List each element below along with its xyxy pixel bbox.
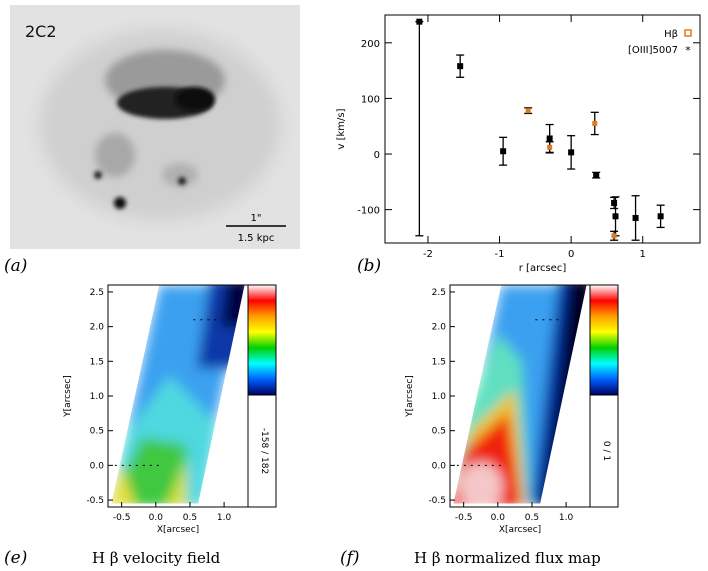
y-axis-label: v [km/s]: [336, 108, 347, 149]
x-tick-label: 0.5: [183, 513, 197, 523]
y-tick-label: 100: [361, 94, 380, 105]
legend-marker-hb: [684, 29, 692, 37]
y-tick-label: 2.5: [90, 288, 104, 298]
colorbar: [247, 284, 277, 396]
y-tick-label: -0.5: [86, 496, 104, 506]
scale-bar-angular: 1": [251, 213, 262, 224]
velocity-region-yellow: [111, 465, 136, 504]
x-tick-label: 0: [568, 249, 574, 260]
x-tick-label: 0.0: [149, 513, 164, 523]
y-tick-label: 1.5: [432, 357, 446, 367]
knot-2: [178, 177, 186, 185]
x-tick-label: -0.5: [113, 513, 131, 523]
oiii-point: [500, 148, 507, 155]
panel-e-velocity-field: -0.5 0.0 0.5 1.0 -0.5 0.0 0.5 1.0 1.5 2.0 2.5 X[arc…: [63, 284, 277, 535]
hb-point: [525, 108, 531, 114]
panel-letter-f: (f): [340, 548, 360, 568]
y-tick-label: 1.0: [432, 392, 447, 402]
oiii-point: [612, 213, 619, 220]
scale-bar-physical: 1.5 kpc: [238, 233, 275, 244]
panel-f-caption: H β normalized flux map: [414, 549, 601, 567]
y-axis-label: Y[arcsec]: [405, 375, 415, 418]
x-tick-label: -1: [495, 249, 505, 260]
legend-marker-oiii: *: [685, 44, 691, 57]
x-axis-label: X[arcsec]: [499, 525, 541, 535]
oiii-point: [657, 213, 664, 220]
x-tick-label: -2: [423, 249, 433, 260]
y-tick-label: 0.5: [90, 427, 104, 437]
oiii-point: [416, 18, 423, 25]
panel-a-image: 2C2 1" 1.5 kpc: [10, 5, 300, 249]
hb-point: [547, 144, 553, 150]
colorbar-label-box: [589, 394, 619, 508]
x-axis-label: r [arcsec]: [519, 263, 567, 274]
y-tick-label: 1.0: [90, 392, 105, 402]
y-tick-label: 200: [361, 39, 380, 50]
y-tick-label: 0.5: [432, 427, 446, 437]
x-tick-label: 1.0: [559, 513, 574, 523]
legend-label-hb: Hβ: [664, 29, 678, 40]
knot-3: [114, 197, 126, 209]
x-tick-label: 0.5: [525, 513, 539, 523]
colorbar-range-label: -158 / 182: [259, 428, 269, 474]
colorbar-label-box: [247, 394, 277, 508]
x-axis-label: X[arcsec]: [157, 525, 199, 535]
panel-letter-a: (a): [4, 256, 28, 276]
colorbar-range-label: 0 / 1: [601, 441, 611, 461]
y-tick-label: 0.0: [90, 461, 105, 471]
y-tick-label: 2.0: [432, 323, 447, 333]
panel-b-rotation-curve: -2 -1 0 1 -100 0 100 200 r [arcsec] v [km/s] Hβ [OI…: [336, 14, 701, 274]
x-tick-label: 1: [640, 249, 646, 260]
hb-point: [592, 120, 598, 126]
velocity-region-yellow-2: [166, 458, 187, 504]
panel-letter-b: (b): [357, 256, 382, 276]
flux-peak: [458, 462, 503, 504]
y-tick-label: -0.5: [428, 496, 446, 506]
y-tick-label: 0.0: [432, 461, 447, 471]
flux-map-area: [453, 285, 587, 504]
y-tick-label: -100: [357, 206, 380, 217]
plot-b-frame: [384, 14, 701, 244]
oiii-point: [457, 63, 464, 70]
velocity-map-area: [111, 285, 245, 504]
y-tick-label: 2.0: [90, 323, 105, 333]
y-tick-label: 0: [374, 150, 380, 161]
x-tick-label: -0.5: [455, 513, 473, 523]
oiii-point: [568, 149, 575, 156]
panel-e-caption: H β velocity field: [92, 549, 221, 567]
oiii-point: [632, 214, 639, 221]
oiii-point: [593, 172, 600, 179]
x-tick-label: 0.0: [491, 513, 506, 523]
x-tick-label: 1.0: [217, 513, 232, 523]
y-axis-label: Y[arcsec]: [63, 375, 73, 418]
y-tick-label: 2.5: [432, 288, 446, 298]
knot-1: [94, 171, 102, 179]
oiii-point: [611, 199, 618, 206]
colorbar: [589, 284, 619, 396]
panel-f-flux-map: -0.5 0.0 0.5 1.0 -0.5 0.0 0.5 1.0 1.5 2.0 2.5 X[arc…: [405, 284, 619, 535]
panel-letter-e: (e): [4, 548, 28, 568]
oiii-point: [546, 135, 553, 142]
hb-point: [611, 233, 617, 239]
y-tick-label: 1.5: [90, 357, 104, 367]
object-label: 2C2: [25, 22, 57, 41]
legend-label-oiii: [OIII]5007: [628, 45, 678, 56]
